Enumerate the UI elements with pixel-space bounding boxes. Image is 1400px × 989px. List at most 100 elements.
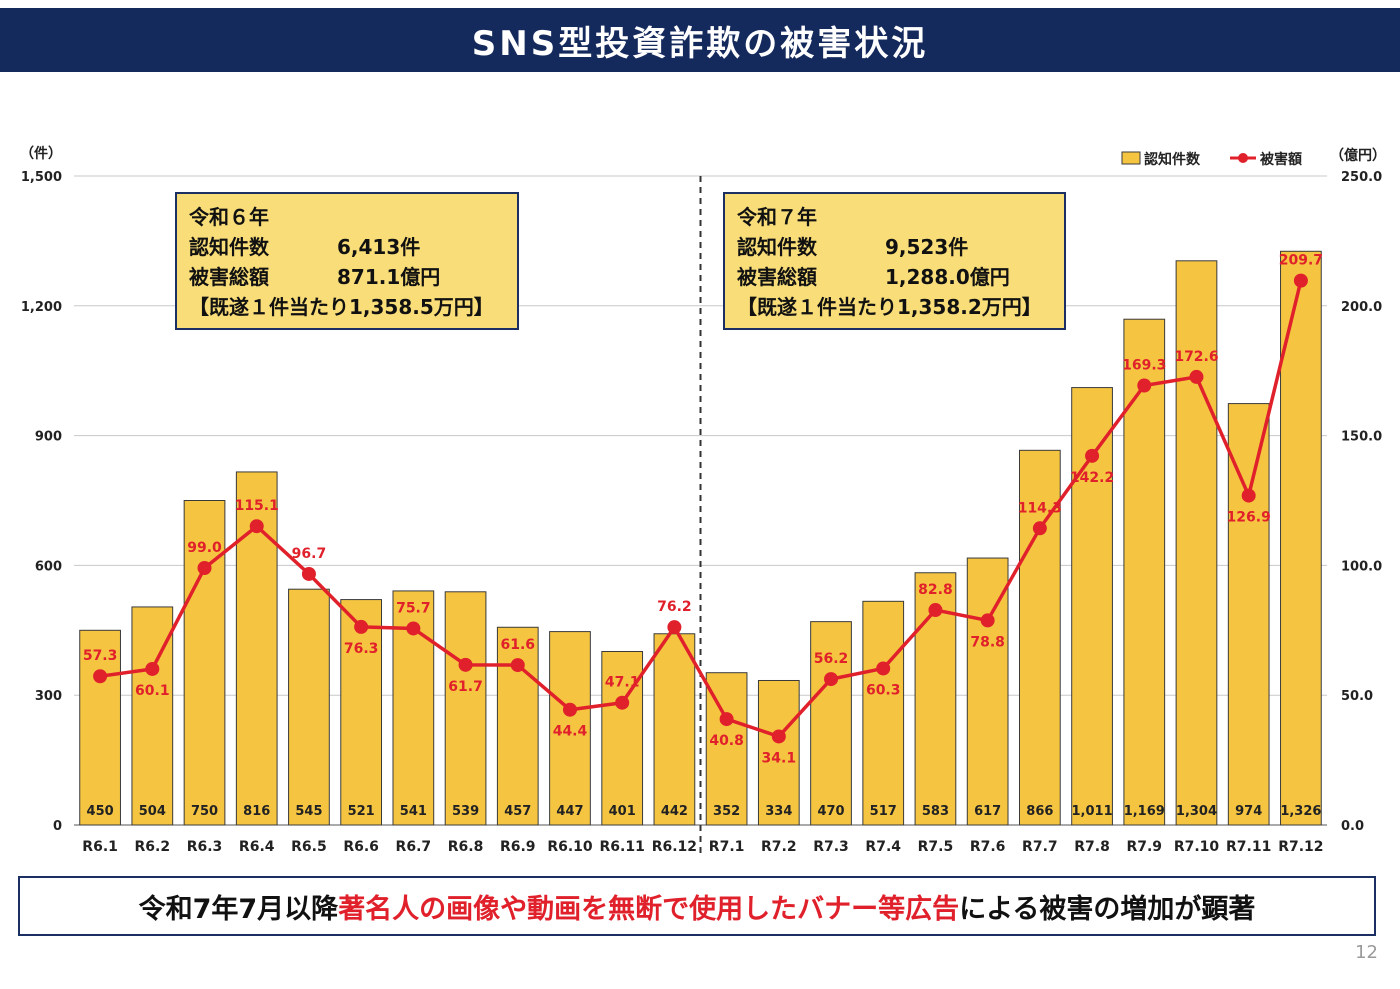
damage-value-label: 60.3 [866, 682, 901, 698]
damage-value-label: 40.8 [709, 733, 744, 749]
y-right-tick-label: 200.0 [1341, 300, 1382, 315]
box-count-label: 認知件数 [737, 235, 817, 259]
damage-point [928, 603, 943, 618]
bar [810, 621, 852, 826]
damage-value-label: 126.9 [1227, 510, 1271, 526]
bar-value-label: 750 [191, 804, 218, 819]
damage-point [667, 620, 682, 635]
bar-value-label: 447 [556, 804, 583, 819]
box-year: 令和６年 [189, 205, 269, 229]
damage-point [1085, 448, 1100, 463]
bar [966, 557, 1009, 826]
title-banner: SNS型投資詐欺の被害状況 [0, 8, 1400, 72]
bar [288, 588, 330, 826]
y-right-tick-label: 100.0 [1341, 559, 1382, 574]
damage-value-label: 99.0 [187, 540, 222, 556]
damage-value-label: 209.7 [1279, 253, 1323, 269]
box-count-row: 認知件数 6,413件 [189, 232, 517, 262]
bar [549, 631, 591, 826]
bar [862, 600, 905, 826]
x-tick-label: R7.6 [970, 839, 1006, 855]
y-right-tick-label: 150.0 [1341, 430, 1382, 445]
damage-value-label: 60.1 [135, 683, 170, 699]
box-count-value: 6,413件 [337, 235, 421, 259]
x-tick-label: R6.10 [547, 839, 593, 855]
box-damage-label: 被害総額 [737, 265, 817, 289]
damage-point [301, 566, 316, 581]
damage-value-label: 44.4 [553, 724, 588, 740]
x-tick-label: R7.4 [865, 839, 901, 855]
damage-value-label: 76.3 [344, 641, 379, 657]
damage-point [249, 519, 264, 534]
box-damage-row: 被害総額 871.1億円 [189, 262, 517, 292]
damage-point [980, 613, 995, 628]
x-tick-label: R6.5 [291, 839, 327, 855]
legend-bar-label: 認知件数 [1144, 151, 1201, 168]
x-tick-label: R6.11 [600, 839, 645, 855]
y-right-tick-label: 50.0 [1341, 689, 1373, 704]
damage-value-label: 76.2 [657, 599, 692, 615]
box-damage-label: 被害総額 [189, 265, 269, 289]
x-tick-label: R7.9 [1126, 839, 1162, 855]
bar [340, 599, 383, 826]
footer-message: 令和7年7月以降 著名人の画像や動画を無断で使用したバナー等広告 による被害の増加が… [18, 876, 1376, 936]
damage-value-label: 57.3 [83, 648, 118, 664]
y-left-tick-label: 300 [35, 689, 62, 704]
damage-value-label: 115.1 [235, 498, 279, 514]
footer-text-highlight: 著名人の画像や動画を無断で使用したバナー等広告 [338, 893, 960, 925]
bar [1175, 260, 1218, 826]
bar [1123, 318, 1166, 826]
box-per-case: 【既遂１件当たり1,358.5万円】 [189, 295, 494, 319]
damage-value-label: 61.6 [500, 637, 535, 653]
x-tick-label: R6.2 [135, 839, 171, 855]
footer-text-post: による被害の増加が顕著 [959, 893, 1256, 925]
box-count-value: 9,523件 [885, 235, 969, 259]
box-damage-value: 871.1億円 [337, 265, 441, 289]
box-count-row: 認知件数 9,523件 [737, 232, 1064, 262]
bar-value-label: 539 [452, 804, 479, 819]
box-damage-value: 1,288.0億円 [885, 265, 1010, 289]
x-tick-label: R7.1 [709, 839, 745, 855]
damage-value-label: 172.6 [1174, 349, 1218, 365]
damage-point [562, 702, 577, 717]
bar-value-label: 442 [661, 804, 688, 819]
x-tick-label: R7.10 [1174, 839, 1220, 855]
bar [183, 500, 226, 826]
damage-value-label: 61.7 [448, 679, 483, 695]
damage-value-label: 169.3 [1122, 357, 1166, 373]
damage-value-label: 96.7 [292, 546, 327, 562]
y-left-tick-label: 900 [35, 430, 62, 445]
damage-point [354, 619, 369, 634]
bar-value-label: 521 [348, 804, 375, 819]
damage-point [824, 672, 839, 687]
y-right-tick-label: 0.0 [1341, 819, 1364, 834]
x-tick-label: R7.8 [1074, 839, 1110, 855]
bar-value-label: 450 [87, 804, 114, 819]
chart: 0 300 600 900 1,200 1,500 0.0 50.0 100.0 150.0 200… [20, 145, 1386, 857]
damage-point [719, 712, 734, 727]
damage-point [406, 621, 421, 636]
x-tick-label: R6.12 [652, 839, 697, 855]
bar-value-label: 1,304 [1176, 804, 1217, 819]
x-tick-label: R7.12 [1278, 839, 1323, 855]
y-left-unit: （件） [20, 145, 62, 162]
bar-value-label: 583 [922, 804, 949, 819]
bar [1227, 403, 1270, 826]
bar-value-label: 1,169 [1124, 804, 1165, 819]
bar-value-label: 352 [713, 804, 740, 819]
damage-point [1241, 488, 1256, 503]
damage-point [1137, 378, 1152, 393]
y-left-tick-label: 600 [35, 559, 62, 574]
damage-point [458, 657, 473, 672]
bar-value-label: 545 [295, 804, 322, 819]
bar-value-label: 457 [504, 804, 531, 819]
y-right-unit: （億円） [1330, 147, 1386, 164]
damage-point [1293, 273, 1308, 288]
x-tick-label: R6.1 [82, 839, 118, 855]
y-right-tick-label: 250.0 [1341, 170, 1382, 185]
x-tick-label: R6.4 [239, 839, 275, 855]
bar-value-label: 974 [1235, 804, 1262, 819]
bar-value-label: 1,326 [1280, 804, 1321, 819]
x-tick-label: R7.5 [918, 839, 954, 855]
damage-point [197, 560, 212, 575]
